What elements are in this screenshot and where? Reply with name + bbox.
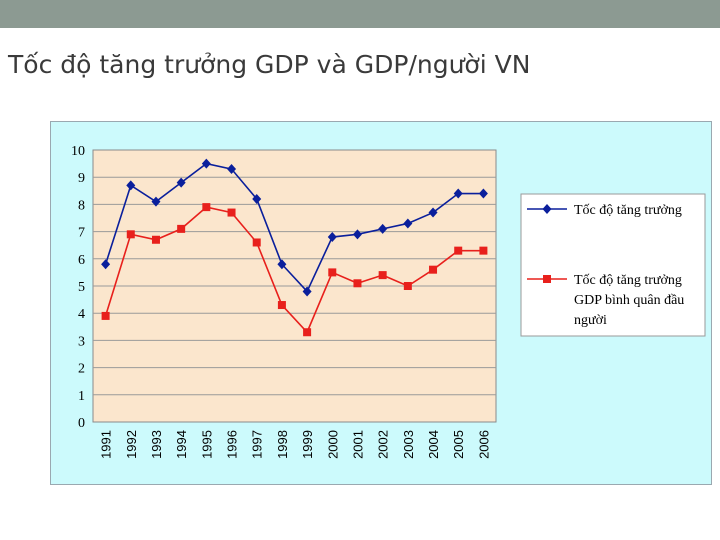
legend-label-2: Tốc độ tăng trưởng GDP bình quân đầu người bbox=[574, 273, 684, 328]
data-point-square bbox=[227, 208, 236, 217]
x-tick-label: 1996 bbox=[225, 430, 240, 459]
data-point-diamond bbox=[277, 259, 287, 270]
y-tick-label: 4 bbox=[78, 307, 85, 322]
data-point-square bbox=[151, 235, 160, 244]
data-point-diamond bbox=[428, 207, 438, 218]
legend-marker-square bbox=[543, 275, 551, 283]
data-point-diamond bbox=[101, 259, 111, 270]
x-tick-label: 2003 bbox=[401, 430, 416, 459]
data-point-diamond bbox=[151, 196, 161, 207]
x-tick-label: 1994 bbox=[174, 430, 189, 459]
top-decoration-bar bbox=[0, 0, 720, 28]
data-point-square bbox=[252, 238, 261, 247]
data-point-diamond bbox=[327, 232, 337, 243]
data-point-square bbox=[479, 246, 488, 255]
data-point-square bbox=[429, 265, 438, 274]
data-point-square bbox=[126, 230, 135, 239]
y-tick-label: 9 bbox=[78, 171, 85, 186]
data-point-diamond bbox=[252, 193, 262, 204]
x-tick-label: 2002 bbox=[376, 430, 391, 459]
data-point-diamond bbox=[378, 223, 388, 234]
line-chart: 0 1 2 3 4 5 6 7 8 9 10 1991 1992 1993 1994 1995 1996 1997… bbox=[71, 144, 706, 459]
data-point-square bbox=[277, 301, 286, 310]
data-point-square bbox=[101, 311, 110, 320]
x-tick-label: 1997 bbox=[250, 430, 265, 459]
data-point-square bbox=[403, 282, 412, 290]
x-tick-label: 1999 bbox=[300, 430, 315, 459]
y-tick-label: 5 bbox=[78, 280, 85, 295]
data-point-square bbox=[303, 328, 312, 337]
series-line-2 bbox=[104, 206, 484, 334]
data-point-diamond bbox=[201, 158, 211, 169]
data-point-diamond bbox=[176, 177, 186, 188]
data-point-square bbox=[328, 268, 337, 277]
legend-marker-diamond bbox=[542, 204, 552, 214]
y-tick-label: 8 bbox=[78, 198, 85, 213]
y-tick-label: 6 bbox=[78, 253, 85, 268]
data-point-square bbox=[353, 279, 362, 288]
data-point-square bbox=[378, 271, 387, 280]
data-point-square bbox=[177, 224, 186, 233]
x-tick-label: 2005 bbox=[451, 430, 466, 459]
x-tick-label: 1995 bbox=[199, 430, 214, 459]
data-point-diamond bbox=[302, 286, 312, 297]
x-tick-label: 1998 bbox=[275, 430, 290, 459]
data-point-diamond bbox=[352, 229, 362, 240]
data-point-diamond bbox=[227, 164, 237, 175]
y-tick-label: 3 bbox=[78, 334, 85, 349]
data-point-diamond bbox=[403, 218, 413, 229]
series-line-1 bbox=[104, 162, 484, 293]
x-tick-label: 1991 bbox=[99, 430, 114, 459]
y-tick-label: 2 bbox=[78, 362, 85, 377]
data-point-square bbox=[202, 203, 211, 212]
legend-label-1: Tốc độ tăng trưởng bbox=[574, 203, 682, 218]
x-tick-label: 2001 bbox=[350, 430, 365, 459]
y-tick-label: 0 bbox=[78, 416, 85, 431]
y-tick-label: 10 bbox=[71, 144, 85, 159]
x-tick-label: 2004 bbox=[426, 430, 441, 459]
data-point-diamond bbox=[126, 180, 136, 191]
legend-box bbox=[520, 193, 706, 337]
chart-container: 0 1 2 3 4 5 6 7 8 9 10 1991 1992 1993 1994 1995 1996 1997… bbox=[50, 121, 712, 485]
slide-title: Tốc độ tăng trưởng GDP và GDP/người VN bbox=[8, 50, 531, 79]
x-tick-label: 2006 bbox=[476, 430, 491, 459]
x-tick-label: 1992 bbox=[124, 430, 139, 459]
data-point-diamond bbox=[478, 188, 488, 199]
y-tick-label: 7 bbox=[78, 226, 85, 241]
data-point-diamond bbox=[453, 188, 463, 199]
data-point-square bbox=[454, 246, 463, 255]
y-tick-label: 1 bbox=[78, 389, 85, 404]
x-tick-label: 1993 bbox=[149, 430, 164, 459]
x-tick-label: 2000 bbox=[325, 430, 340, 459]
